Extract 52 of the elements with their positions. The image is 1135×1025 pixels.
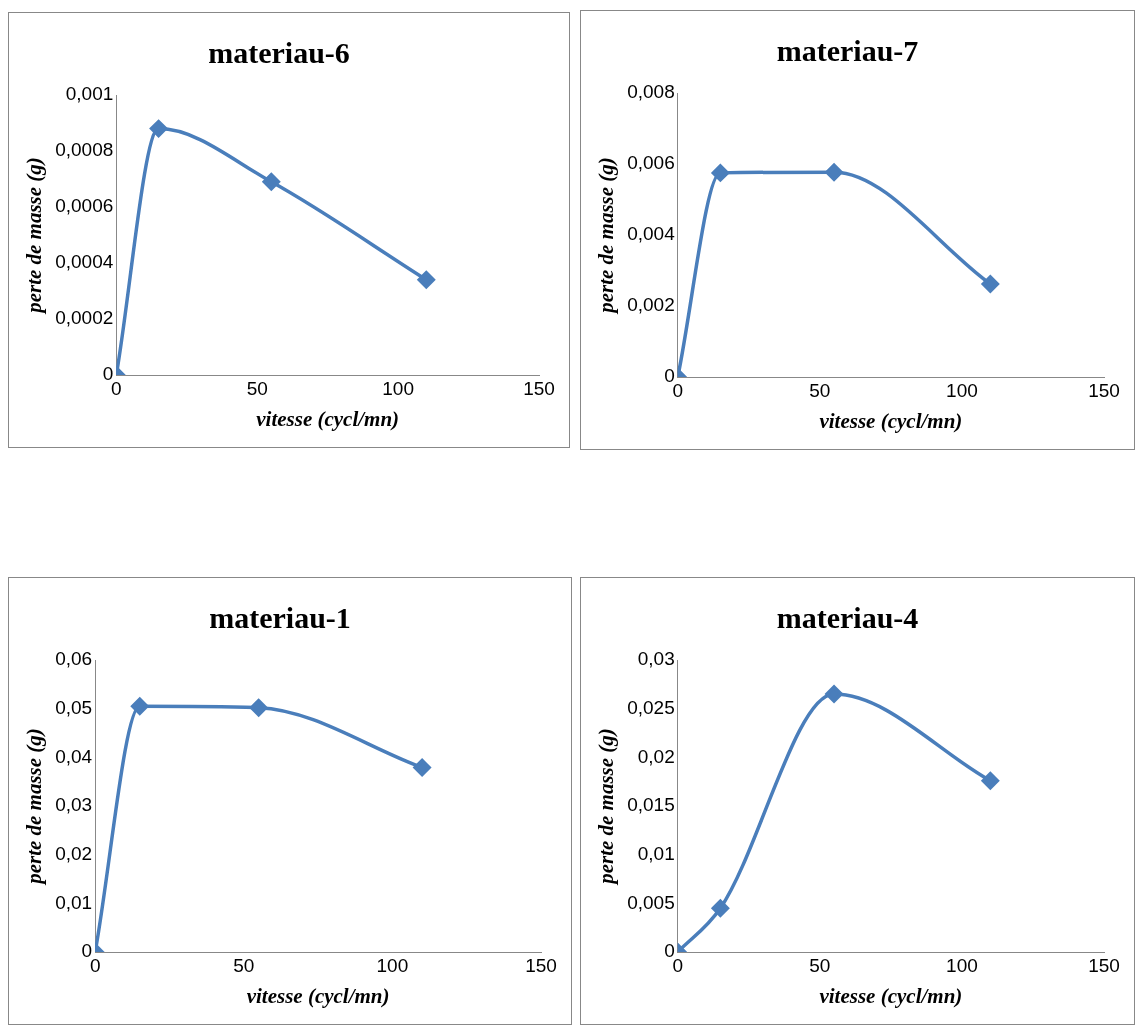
x-tick-label: 150 bbox=[1088, 379, 1120, 401]
y-tick-label: 0,01 bbox=[55, 891, 93, 913]
x-tick-label: 100 bbox=[946, 379, 978, 401]
y-tick-label: 0,01 bbox=[637, 842, 675, 864]
y-axis-title: perte de masse (g) bbox=[594, 157, 619, 315]
point bbox=[413, 758, 431, 777]
x-tick-label: 50 bbox=[809, 379, 831, 401]
y-tick-label: 0,03 bbox=[55, 794, 93, 816]
y-axis-title: perte de masse (g) bbox=[22, 157, 47, 315]
x-tick-label: 50 bbox=[233, 954, 255, 976]
y-tick-label: 0,0002 bbox=[55, 307, 114, 329]
y-tick-label: 0,0008 bbox=[55, 139, 114, 161]
x-axis-title: vitesse (cycl/mn) bbox=[246, 983, 390, 1008]
x-tick-label: 150 bbox=[523, 377, 555, 399]
point bbox=[981, 771, 1000, 790]
x-tick-label: 50 bbox=[809, 954, 831, 976]
y-tick-label: 0,001 bbox=[65, 83, 114, 105]
chart-title: materiau-4 bbox=[776, 600, 919, 634]
x-axis-title: vitesse (cycl/mn) bbox=[819, 408, 963, 433]
chart-title: materiau-7 bbox=[776, 33, 919, 67]
y-tick-label: 0 bbox=[664, 940, 675, 962]
x-tick-label: 100 bbox=[946, 954, 978, 976]
x-tick-label: 50 bbox=[246, 377, 268, 399]
y-tick-label: 0,06 bbox=[55, 648, 93, 670]
x-axis-title: vitesse (cycl/mn) bbox=[819, 983, 963, 1008]
y-tick-label: 0,05 bbox=[55, 696, 93, 718]
y-tick-label: 0,008 bbox=[627, 81, 675, 103]
y-tick-label: 0,03 bbox=[637, 648, 675, 670]
point bbox=[249, 698, 268, 717]
y-tick-label: 0,025 bbox=[627, 696, 675, 718]
y-tick-label: 0,005 bbox=[627, 891, 675, 913]
chart-title: materiau-6 bbox=[208, 35, 350, 69]
point bbox=[131, 697, 149, 715]
point bbox=[711, 899, 730, 917]
x-tick-label: 100 bbox=[382, 377, 414, 399]
y-axis-title: perte de masse (g) bbox=[22, 728, 47, 886]
y-tick-label: 0,004 bbox=[627, 223, 676, 245]
x-tick-label: 150 bbox=[1088, 954, 1120, 976]
y-tick-label: 0,0004 bbox=[55, 251, 114, 273]
y-axis-title: perte de masse (g) bbox=[594, 728, 619, 886]
y-tick-label: 0,006 bbox=[627, 152, 675, 174]
y-tick-label: 0,02 bbox=[637, 745, 675, 767]
x-tick-label: 100 bbox=[376, 954, 409, 976]
y-tick-label: 0,002 bbox=[627, 294, 675, 316]
y-tick-label: 0,02 bbox=[55, 842, 93, 864]
x-tick-label: 150 bbox=[525, 954, 557, 976]
point bbox=[825, 685, 843, 703]
y-tick-label: 0,015 bbox=[627, 794, 675, 816]
y-tick-label: 0,04 bbox=[55, 745, 93, 767]
x-axis-title: vitesse (cycl/mn) bbox=[256, 406, 400, 431]
y-tick-label: 0,0006 bbox=[55, 195, 114, 217]
chart-title: materiau-1 bbox=[209, 600, 351, 634]
